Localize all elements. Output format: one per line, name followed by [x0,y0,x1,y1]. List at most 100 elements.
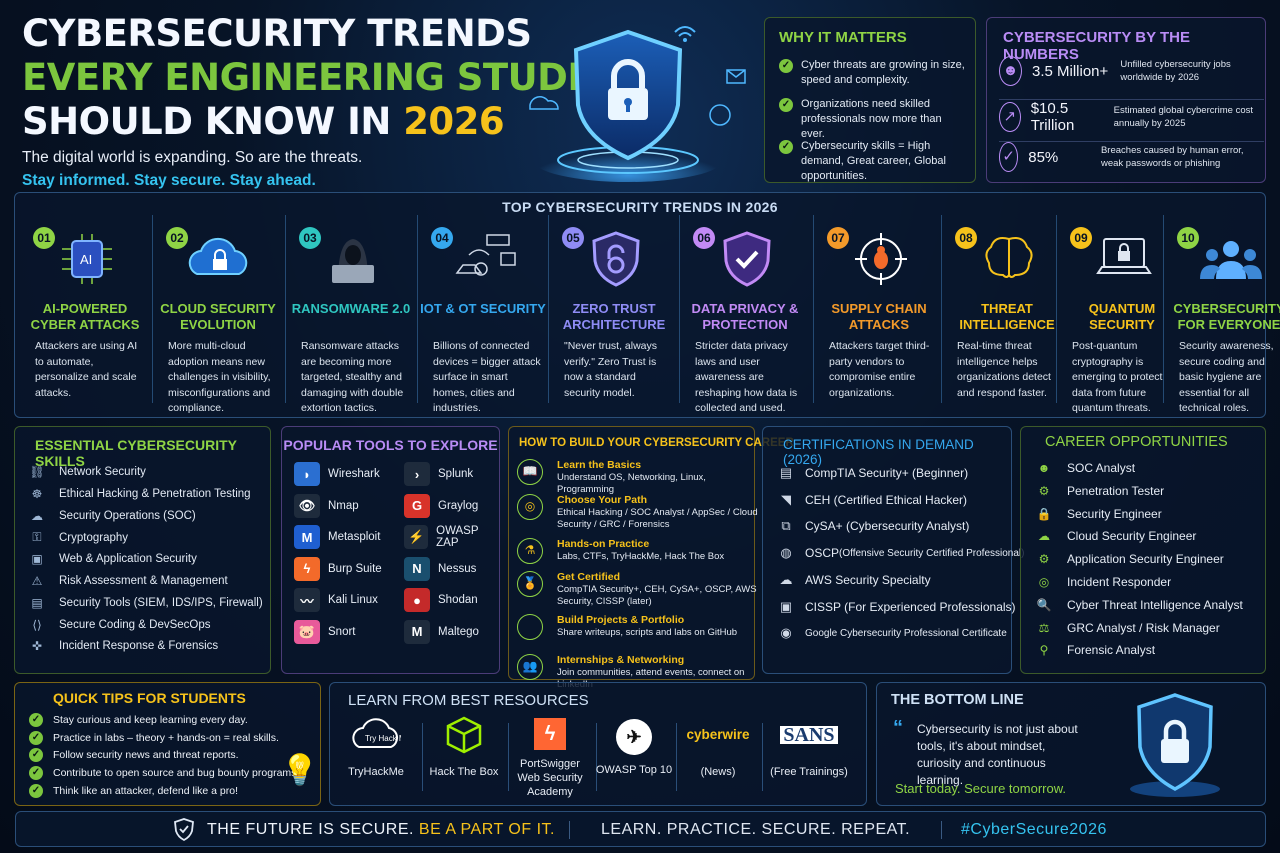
resource-label: Hack The Box [429,766,499,778]
footer-hashtag[interactable]: #CyberSecure2026 [961,821,1107,838]
footer-slogan: THE FUTURE IS SECURE. BE A PART OF IT. [207,821,555,839]
tool-item[interactable]: › Splunk [404,462,473,486]
tool-item[interactable]: 👁 Nmap [294,493,359,518]
cert-item: ☁ AWS Security Specialty [777,572,931,588]
trend-desc: "Never trust, always verify." Zero Trust… [564,340,658,399]
career-item: ⚖ GRC Analyst / Risk Manager [1035,621,1220,635]
hero-year: 2026 [403,100,505,143]
career-label: Cyber Threat Intelligence Analyst [1067,597,1243,612]
code-icon: ⟨⟩ [32,617,42,632]
cryptography-icon: ⚿ [32,530,42,545]
tool-label: Splunk [438,468,474,480]
tool-label: Kali Linux [328,594,378,606]
skill-label: Security Tools (SIEM, IDS/IPS, Firewall) [59,596,263,609]
check-icon: ✓ [29,713,43,727]
divider [422,723,423,791]
tool-label: Shodan [438,594,478,606]
step-desc: Understand OS, Networking, Linux, Progra… [557,472,706,495]
cyberwire-logo: cyberwire [678,711,758,759]
step-title: Internships & Networking [557,654,685,666]
trend-title: CLOUD SECURITY EVOLUTION [160,301,276,332]
resource-cyberwire[interactable]: cyberwire (News) [678,711,758,779]
career-item: 🔒 Security Engineer [1035,507,1162,521]
divider [941,821,942,839]
hero-title-line2: EVERY ENGINEERING STUDENT [22,56,648,99]
tool-item[interactable]: G Graylog [404,493,478,518]
check-icon: ✓ [779,140,793,154]
tool-item[interactable]: 🐷 Snort [294,619,356,644]
resource-sans[interactable]: SANS (Free Trainings) [767,711,851,779]
trend-desc: More multi-cloud adoption means new chal… [168,340,271,414]
skill-item: ⚠ Risk Assessment & Management [29,574,228,588]
cert-label: AWS Security Specialty [805,572,931,587]
skill-item: ☸ Ethical Hacking & Penetration Testing [29,487,251,501]
resource-portswigger[interactable]: ϟ PortSwigger Web Security Academy [510,717,590,799]
resources-title: LEARN FROM BEST RESOURCES [348,692,589,709]
tool-item[interactable]: ● Shodan [404,588,478,612]
trend-desc: Post-quantum cryptography is emerging to… [1072,340,1163,414]
number-value: 85% [1028,148,1059,166]
forensics-icon: ✜ [31,639,43,654]
tool-item[interactable]: ◗ Wireshark [294,462,380,486]
trends-panel: TOP CYBERSECURITY TRENDS IN 2026 01 AI A… [14,192,1280,418]
step-title: Learn the Basics [557,459,642,471]
tool-item[interactable]: ⚡ OWASP ZAP [404,525,499,549]
tool-item[interactable]: N Nessus [404,556,477,581]
trend-card: 04 IOT & OT SECURITY Billions of connect… [419,213,547,414]
career-label: Forensic Analyst [1067,643,1156,658]
quote-icon: “ [893,717,903,739]
resource-hackthebox[interactable]: Hack The Box [424,711,504,779]
lightbulb-icon: 💡 [281,754,319,787]
ceh-icon: ◥ [781,491,791,507]
soc-icon: ☁ [31,508,43,523]
engineer-icon: 🔒 [1036,506,1052,521]
trend-title: CYBERSECURITY FOR EVERYONE [1173,301,1280,332]
cysa-icon: ⧉ [781,518,791,534]
google-icon: ◉ [780,625,792,641]
tool-item[interactable]: 〰 Kali Linux [294,588,378,612]
career-label: Penetration Tester [1067,483,1165,498]
divider [285,215,286,403]
pentester-icon: ⚙ [1038,483,1050,498]
career-item: ⚲ Forensic Analyst [1035,643,1155,657]
skills-title: ESSENTIAL CYBERSECURITY SKILLS [35,437,237,469]
tool-label: Nessus [438,562,477,575]
tool-label: Metasploit [328,531,381,543]
tool-label: OWASP ZAP [436,525,479,549]
person-icon: ☻ [999,56,1022,86]
trend-title: THREAT INTELLIGENCE [959,301,1055,332]
trend-number: 05 [562,227,584,249]
skill-label: Risk Assessment & Management [59,575,228,587]
snort-icon: 🐷 [294,619,320,644]
hero-title-line3: SHOULD KNOW IN 2026 [22,100,505,144]
iot-devices-icon [447,227,523,291]
skill-item: ▣ Web & Application Security [29,552,197,566]
skill-label: Web & Application Security [59,553,197,566]
resource-tryhackme[interactable]: Try Hack Me TryHackMe [336,711,416,779]
trend-number: 04 [431,227,453,249]
metasploit-icon: M [294,525,320,549]
number-desc: Breaches caused by human error, weak pas… [1100,145,1244,169]
careers-title: CAREER OPPORTUNITIES [1045,434,1228,450]
tip-item: ✓ Stay curious and keep learning every da… [29,713,248,727]
hero-title-line1: CYBERSECURITY TRENDS [22,12,532,55]
bottom-line-panel: THE BOTTOM LINE “ Cybersecurity is not j… [876,682,1266,806]
check-icon: ✓ [779,59,793,73]
tool-item[interactable]: ϟ Burp Suite [294,556,382,581]
shodan-icon: ● [404,588,430,612]
owasp-zap-icon: ⚡ [404,525,429,549]
check-icon: ✓ [779,98,793,112]
nmap-icon: 👁 [294,493,320,518]
resource-owasp[interactable]: ✈ OWASP Top 10 [594,717,674,777]
tool-item[interactable]: M Maltego [404,619,479,644]
number-desc: Estimated global cybercrime cost annuall… [1113,105,1254,129]
number-desc: Unfilled cybersecurity jobs worldwide by… [1120,59,1231,83]
search-icon: 🔍 [1036,597,1052,612]
why-item-text: Cyber threats are growing in size, speed… [801,59,965,86]
trend-card: 01 AI AI-POWERED CYBER ATTACKS Attackers… [21,213,149,413]
hero: CYBERSECURITY TRENDS EVERY ENGINEERING S… [22,12,648,189]
career-item: 🔍 Cyber Threat Intelligence Analyst [1035,598,1243,612]
skill-item: ⚿ Cryptography [29,530,128,545]
divider [548,215,549,403]
tool-item[interactable]: M Metasploit [294,525,380,549]
